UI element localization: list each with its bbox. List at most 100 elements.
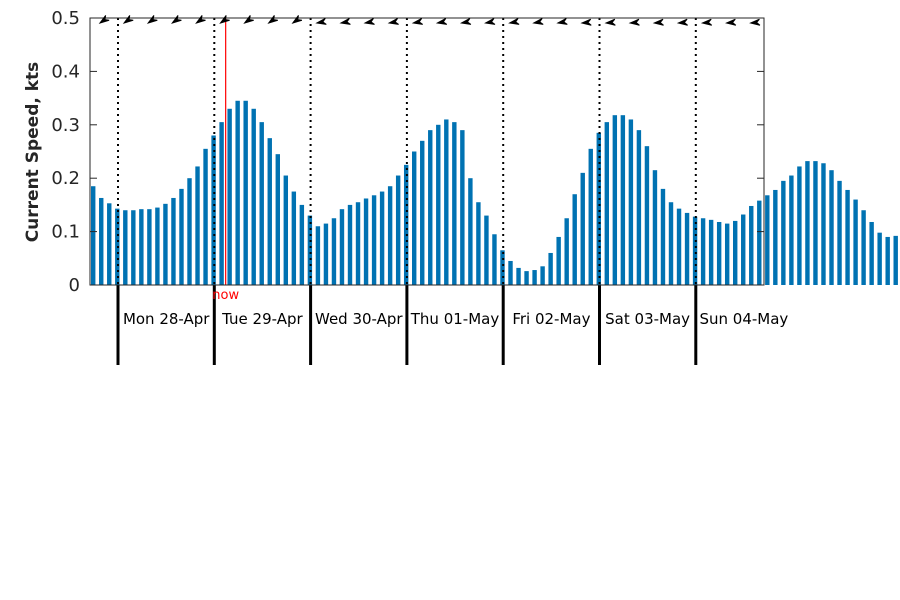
bar	[99, 197, 104, 285]
bar	[91, 186, 96, 285]
bar	[885, 236, 890, 285]
direction-arrow-icon	[532, 18, 544, 25]
bar	[379, 191, 385, 285]
y-tick-label: 0.4	[51, 61, 80, 82]
bar	[387, 186, 393, 285]
bar	[532, 270, 537, 285]
bar	[163, 203, 168, 285]
direction-arrow-icon	[604, 18, 616, 26]
bar	[524, 271, 529, 285]
bar	[283, 175, 289, 285]
bar	[355, 202, 361, 285]
bar	[869, 221, 874, 285]
bar	[861, 210, 866, 285]
bar	[877, 232, 882, 285]
bar	[155, 207, 160, 285]
bar	[484, 215, 489, 285]
bar	[893, 235, 898, 285]
y-tick-label: 0	[69, 275, 80, 296]
bar	[171, 197, 176, 285]
bar	[131, 210, 136, 285]
bar	[251, 108, 256, 285]
bar	[845, 189, 850, 285]
direction-arrow-icon	[267, 15, 278, 24]
plot-area: Mon 28-Apr Tue 29-Apr Wed 30-Apr Thu 01-May…	[51, 8, 898, 365]
bar	[500, 250, 505, 285]
bar	[395, 175, 401, 285]
bar	[789, 175, 794, 285]
direction-arrow-icon	[171, 15, 182, 24]
bar	[307, 215, 313, 285]
bar	[733, 220, 738, 285]
bar	[765, 195, 770, 285]
bar	[412, 151, 417, 285]
bar	[596, 132, 601, 285]
direction-arrow-icon	[484, 18, 496, 25]
bar	[821, 163, 826, 285]
day-label: Fri 02-May	[512, 310, 590, 328]
bar	[468, 178, 473, 285]
bar	[668, 202, 674, 285]
bar	[139, 209, 144, 285]
direction-arrow-icon	[146, 15, 158, 24]
bar	[700, 218, 706, 285]
day-label: Mon 28-Apr	[123, 310, 210, 328]
direction-arrow-icon	[363, 18, 375, 25]
bar	[123, 210, 128, 285]
bar	[588, 148, 593, 285]
direction-arrow-icon	[628, 18, 640, 26]
bar	[428, 130, 433, 285]
bar	[797, 166, 802, 285]
direction-arrow-icon	[556, 18, 568, 25]
bar	[371, 195, 377, 285]
bar	[716, 221, 722, 285]
direction-arrow-icon	[122, 15, 134, 24]
bar	[444, 119, 449, 286]
now-label: now	[212, 288, 239, 303]
bar	[403, 164, 409, 285]
bar	[837, 180, 842, 285]
bar	[508, 260, 513, 285]
bar	[516, 267, 521, 285]
bar	[572, 194, 577, 285]
bar	[460, 130, 465, 285]
direction-arrow-icon	[291, 15, 303, 24]
bar	[219, 122, 224, 285]
direction-arrow-icon	[219, 15, 230, 24]
bar	[813, 161, 818, 285]
bar	[620, 115, 626, 285]
bar	[235, 100, 240, 286]
day-label: Wed 30-Apr	[315, 310, 403, 328]
y-tick-label: 0.1	[51, 222, 80, 243]
direction-arrow-icon	[459, 18, 472, 25]
bar	[781, 180, 786, 285]
bar	[652, 170, 658, 285]
bar	[492, 234, 497, 285]
bar	[299, 204, 305, 285]
bar	[275, 154, 280, 285]
bar	[347, 204, 353, 285]
direction-arrow-icon	[580, 18, 592, 26]
y-axis-label: Current Speed, kts	[23, 62, 43, 243]
bar	[644, 146, 650, 285]
bar	[540, 266, 545, 285]
bar	[107, 203, 112, 285]
bar	[556, 236, 561, 285]
direction-arrow-icon	[435, 18, 448, 25]
bar	[267, 138, 272, 285]
bar	[708, 219, 714, 285]
bar	[853, 199, 858, 285]
bar	[604, 122, 610, 285]
bar	[331, 218, 337, 285]
bar	[179, 188, 184, 285]
y-tick-label: 0.5	[51, 8, 80, 29]
direction-arrow-icon	[652, 18, 664, 26]
bar	[660, 188, 666, 285]
direction-arrow-icon	[411, 18, 423, 25]
direction-arrow-icon	[508, 18, 520, 25]
day-label: Sat 03-May	[605, 310, 690, 328]
bar	[773, 189, 778, 285]
direction-arrow-icon	[700, 18, 713, 26]
direction-arrow-icon	[749, 18, 761, 26]
